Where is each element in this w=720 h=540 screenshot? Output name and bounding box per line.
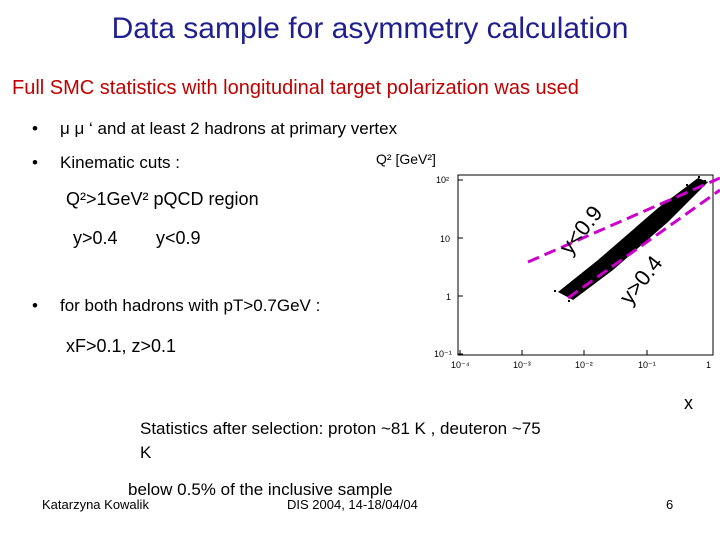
bullet-hadrons-text: μ μ ‘ and at least 2 hadrons at primary … <box>60 119 398 138</box>
x-tick-label: 1 <box>706 360 711 370</box>
footer-author: Katarzyna Kowalik <box>42 497 149 512</box>
page-title: Data sample for asymmetry calculation <box>111 12 629 45</box>
x-axis-ticks <box>459 350 648 355</box>
y-tick-label: 1 <box>446 292 451 302</box>
stats-line-1: Statistics after selection: proton ~81 K… <box>140 419 541 438</box>
bullet-kinematic-cuts: • Kinematic cuts : <box>32 153 180 173</box>
footer-conference: DIS 2004, 14-18/04/04 <box>287 497 418 512</box>
x-tick-label: 10⁻¹ <box>638 360 656 370</box>
x-tick-label: 10⁻³ <box>513 360 531 370</box>
kinematic-plot: Q² [GeV²] 10² 10 1 10⁻¹ 10⁻⁴ 10⁻³ 10⁻² 1… <box>376 151 720 370</box>
plot-frame <box>457 174 714 356</box>
xf-cut-text: xF>0.1, z>0.1 <box>66 336 177 356</box>
bullet-hadrons: • μ μ ‘ and at least 2 hadrons at primary… <box>32 119 397 139</box>
scatter-points <box>554 176 706 302</box>
stats-line-2: K <box>140 443 152 462</box>
y-cut-high-text: y<0.9 <box>156 228 201 248</box>
plot-ylabel: Q² [GeV²] <box>376 151 436 167</box>
y-cut-low-text: y>0.4 <box>73 228 118 248</box>
y-axis-ticks <box>458 179 463 355</box>
bullet-dot: • <box>32 153 38 172</box>
y-tick-label: 10 <box>440 234 450 244</box>
y-tick-label: 10² <box>436 175 449 185</box>
page-number: 6 <box>666 497 674 512</box>
x-tick-label: 10⁻⁴ <box>451 360 470 370</box>
y-tick-label: 10⁻¹ <box>434 349 452 359</box>
subtitle: Full SMC statistics with longitudinal ta… <box>12 77 579 99</box>
bullet-dot: • <box>32 119 38 138</box>
q2-cut-text: Q²>1GeV² pQCD region <box>66 189 259 209</box>
bullet-dot: • <box>32 296 38 315</box>
bullet-pt-cut: • for both hadrons with pT>0.7GeV : <box>32 296 320 316</box>
bullet-pt-text: for both hadrons with pT>0.7GeV : <box>60 296 321 315</box>
x-tick-label: 10⁻² <box>575 360 593 370</box>
stats-line-3: below 0.5% of the inclusive sample <box>128 480 393 499</box>
bullet-kinematic-text: Kinematic cuts : <box>60 153 180 172</box>
data-band <box>558 178 708 300</box>
cut-line-y-low <box>567 188 720 300</box>
plot-xlabel: x <box>684 393 693 413</box>
